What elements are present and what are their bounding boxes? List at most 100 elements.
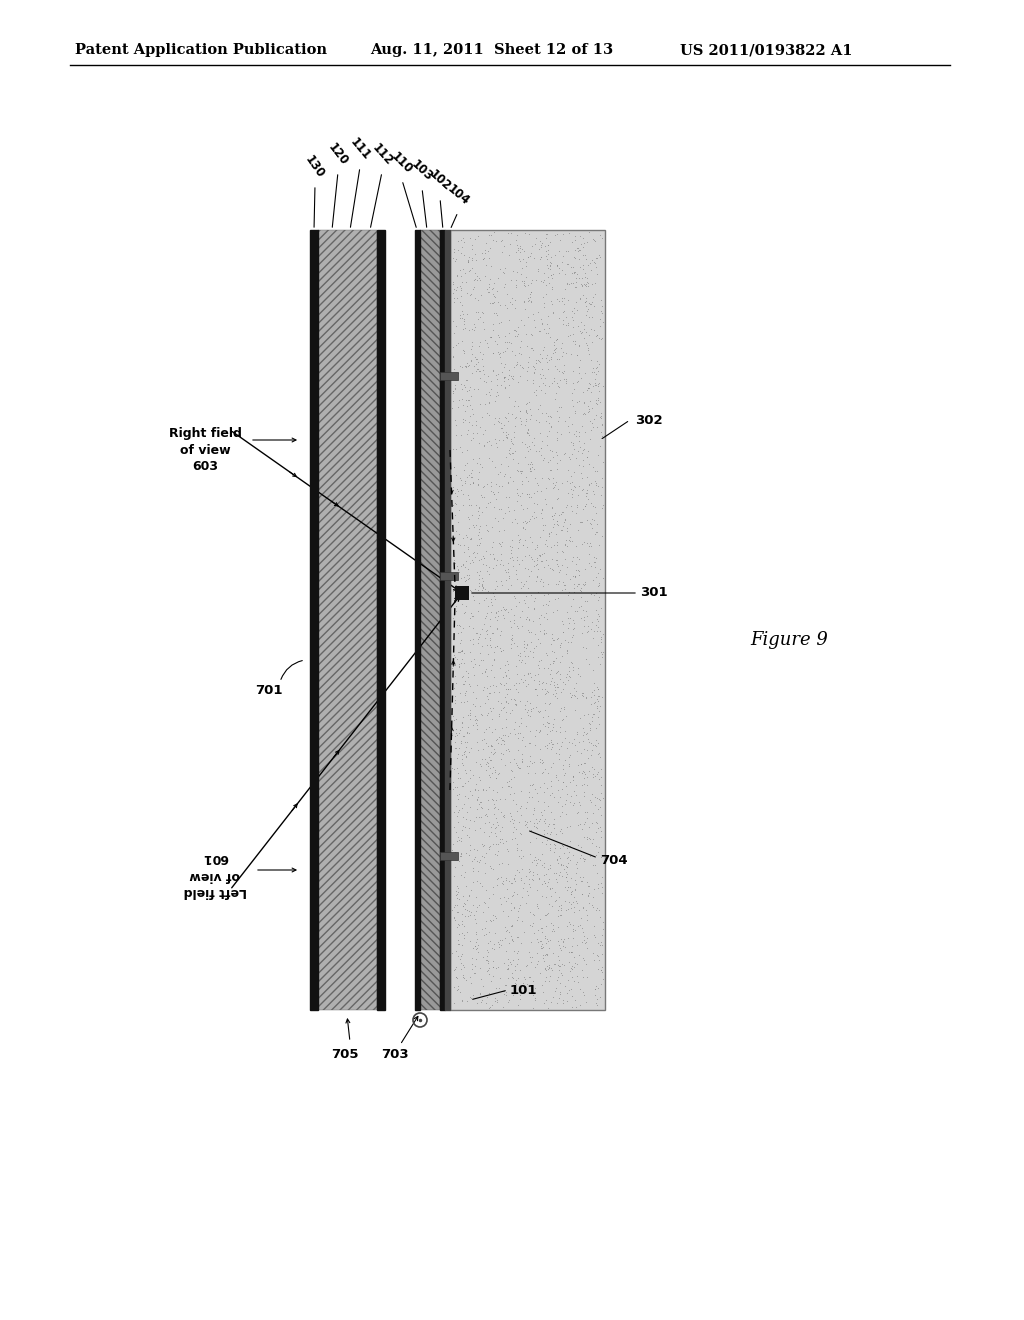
Point <box>493 894 509 915</box>
Point <box>548 524 564 545</box>
Point <box>552 701 568 722</box>
Point <box>513 649 529 671</box>
Point <box>588 735 604 756</box>
Point <box>526 846 543 867</box>
Point <box>541 894 557 915</box>
Point <box>517 298 534 319</box>
Point <box>493 342 509 363</box>
Point <box>504 367 520 388</box>
Point <box>583 583 599 605</box>
Point <box>528 828 545 849</box>
Point <box>542 251 558 272</box>
Point <box>572 754 589 775</box>
Text: 104: 104 <box>444 182 472 209</box>
Point <box>523 290 540 312</box>
Point <box>589 461 605 482</box>
Point <box>482 379 499 400</box>
Point <box>460 906 476 927</box>
Point <box>529 863 546 884</box>
Point <box>506 748 522 770</box>
Point <box>535 832 551 853</box>
Point <box>508 755 524 776</box>
Point <box>497 371 513 392</box>
Point <box>549 430 565 451</box>
Point <box>522 438 539 459</box>
Point <box>467 268 483 289</box>
Point <box>483 937 500 958</box>
Point <box>506 810 522 832</box>
Point <box>539 822 555 843</box>
Point <box>492 828 508 849</box>
Point <box>579 904 595 925</box>
Point <box>557 411 573 432</box>
Point <box>444 346 461 367</box>
Point <box>498 981 514 1002</box>
Point <box>584 508 600 529</box>
Point <box>454 713 470 734</box>
Point <box>545 684 561 705</box>
Point <box>586 319 602 341</box>
Point <box>571 665 588 686</box>
Point <box>518 421 535 442</box>
Point <box>575 403 592 424</box>
Point <box>594 961 610 982</box>
Point <box>469 928 485 949</box>
Point <box>466 589 482 610</box>
Point <box>506 898 522 919</box>
Point <box>579 767 595 788</box>
Point <box>467 818 483 840</box>
Point <box>588 392 604 413</box>
Point <box>460 788 476 809</box>
Point <box>583 619 599 640</box>
Point <box>583 513 599 535</box>
Point <box>556 928 572 949</box>
Point <box>487 488 504 510</box>
Point <box>560 631 577 652</box>
Point <box>457 671 473 692</box>
Point <box>449 957 465 978</box>
Point <box>460 705 476 726</box>
Point <box>454 776 470 797</box>
Point <box>562 513 579 535</box>
Point <box>538 403 554 424</box>
Point <box>471 529 487 550</box>
Point <box>525 599 542 620</box>
Point <box>573 322 590 343</box>
Point <box>531 343 548 364</box>
Point <box>534 507 550 528</box>
Point <box>501 244 517 265</box>
Point <box>550 515 566 536</box>
Point <box>554 822 570 843</box>
Point <box>525 356 542 378</box>
Point <box>552 715 568 737</box>
Point <box>508 693 524 714</box>
Point <box>554 622 570 643</box>
Point <box>556 354 572 375</box>
Point <box>500 558 516 579</box>
Point <box>455 814 471 836</box>
Point <box>552 668 568 689</box>
Point <box>509 235 525 256</box>
Point <box>461 615 477 636</box>
Point <box>536 606 552 627</box>
Point <box>465 473 481 494</box>
Point <box>483 750 500 771</box>
Point <box>521 486 538 507</box>
Point <box>572 837 589 858</box>
Point <box>494 717 510 738</box>
Point <box>465 810 481 832</box>
Point <box>520 565 537 586</box>
Point <box>593 405 609 426</box>
Point <box>492 968 508 989</box>
Point <box>459 527 475 548</box>
Point <box>493 413 509 434</box>
Point <box>481 273 498 294</box>
Point <box>494 574 510 595</box>
Point <box>509 459 525 480</box>
Point <box>591 713 607 734</box>
Point <box>557 264 573 285</box>
Point <box>493 454 509 475</box>
Point <box>590 444 606 465</box>
Point <box>505 470 521 491</box>
Point <box>475 779 492 800</box>
